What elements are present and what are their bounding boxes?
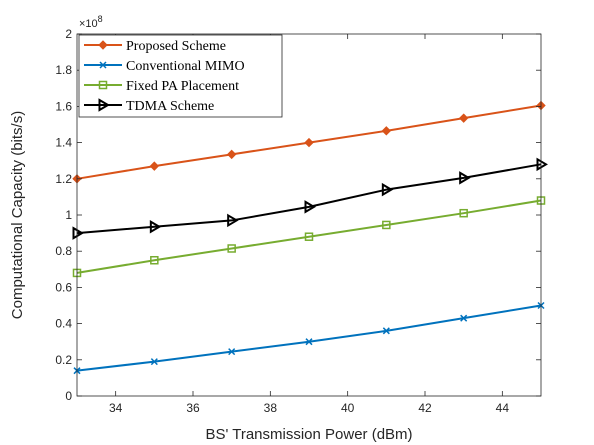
y-tick-label-3: 0.4 [55,317,72,331]
series-4-point-1 [72,226,84,240]
legend-entry-4-marker [98,98,110,112]
series-4 [72,157,548,240]
series-layer [72,100,548,375]
series-4-point-7 [536,157,548,172]
series-3-point-6 [459,208,468,218]
legend-entry-2-marker-stroke-b [99,61,107,69]
axes-layer [76,33,542,397]
y-axis-exponent-power: 8 [98,14,103,24]
series-1-point-4 [304,137,314,148]
series-2-point-2 [150,358,158,366]
legend-entry-1: Proposed Scheme [84,39,226,54]
series-1-point-2 [149,161,160,171]
x-axis-label: BS' Transmission Power (dBm) [205,426,412,443]
series-1-point-3 [226,149,237,160]
series-4-point-6 [459,171,471,185]
legend-entry-4: TDMA Scheme [84,98,214,114]
y-tick-label-1: 0 [65,389,72,403]
legend-entry-1-marker [98,40,108,50]
series-2-point-6-stroke-b [460,314,468,322]
y-tick-label-7: 1.2 [55,172,72,186]
series-1-point-6 [458,113,469,123]
y-tick-label-10: 1.8 [55,63,72,77]
series-2-point-5 [382,327,390,335]
y-tick-label-5: 0.8 [55,244,72,258]
series-3-point-4 [304,232,314,241]
series-4-point-5 [381,182,394,197]
series-4-point-3 [227,213,239,228]
series-2-point-6 [460,314,468,322]
x-tick-labels: 34 36 38 40 42 44 [109,401,509,415]
y-axis-exponent: ×108 [79,14,103,30]
y-axis-exponent-base: ×10 [79,18,98,30]
series-3-line [76,199,542,274]
x-tick-label-1: 34 [109,401,123,415]
legend-entry-2-marker [99,61,107,69]
series-1 [72,100,546,184]
legend: Proposed Scheme Conventional MIMO Fixed PA… [78,34,283,118]
series-3-point-3 [227,244,236,253]
legend-entry-3: Fixed PA Placement [84,79,239,94]
series-3-point-5 [382,220,391,230]
y-tick-labels: 0 0.2 0.4 0.6 0.8 1 1.2 1.4 1.6 1.8 2 [55,27,72,403]
series-2-point-3-stroke-b [228,348,236,356]
series-2-point-4-stroke-b [305,338,313,346]
legend-entry-3-marker [98,80,108,90]
y-tick-label-9: 1.6 [55,99,72,113]
y-tick-label-8: 1.4 [55,136,72,150]
y-tick-label-11: 2 [65,27,72,41]
x-tick-label-2: 36 [186,401,200,415]
series-4-point-2 [149,220,162,234]
x-tick-label-6: 44 [496,401,510,415]
legend-entry-1-label: Proposed Scheme [126,39,226,54]
y-tick-label-4: 0.6 [55,280,72,294]
series-4-point-4 [304,200,316,214]
x-tick-label-3: 38 [264,401,278,415]
legend-entry-4-label: TDMA Scheme [126,99,214,114]
legend-box [78,34,283,118]
series-2-point-4 [305,338,313,346]
series-2 [73,301,545,375]
legend-entry-2-label: Conventional MIMO [126,59,245,74]
legend-entries: Proposed Scheme Conventional MIMO Fixed PA… [84,39,245,114]
series-4-line [76,163,542,235]
y-tick-label-6: 1 [65,208,72,222]
legend-entry-2: Conventional MIMO [84,59,245,74]
series-1-point-5 [381,126,392,136]
x-tick-label-4: 40 [341,401,355,415]
series-2-point-5-stroke-b [382,327,390,335]
y-tick-label-2: 0.2 [55,353,72,367]
series-2-point-3 [228,348,236,356]
legend-entry-3-label: Fixed PA Placement [126,79,239,94]
series-2-point-2-stroke-b [150,358,158,366]
series-3-point-2 [150,256,159,265]
x-tick-label-5: 42 [418,401,432,415]
y-axis-label: Computational Capacity (bits/s) [9,111,26,319]
